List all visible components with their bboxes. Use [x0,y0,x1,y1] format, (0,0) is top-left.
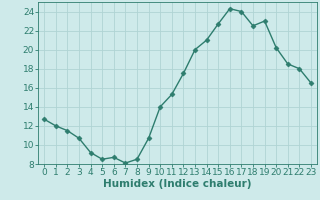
X-axis label: Humidex (Indice chaleur): Humidex (Indice chaleur) [103,179,252,189]
